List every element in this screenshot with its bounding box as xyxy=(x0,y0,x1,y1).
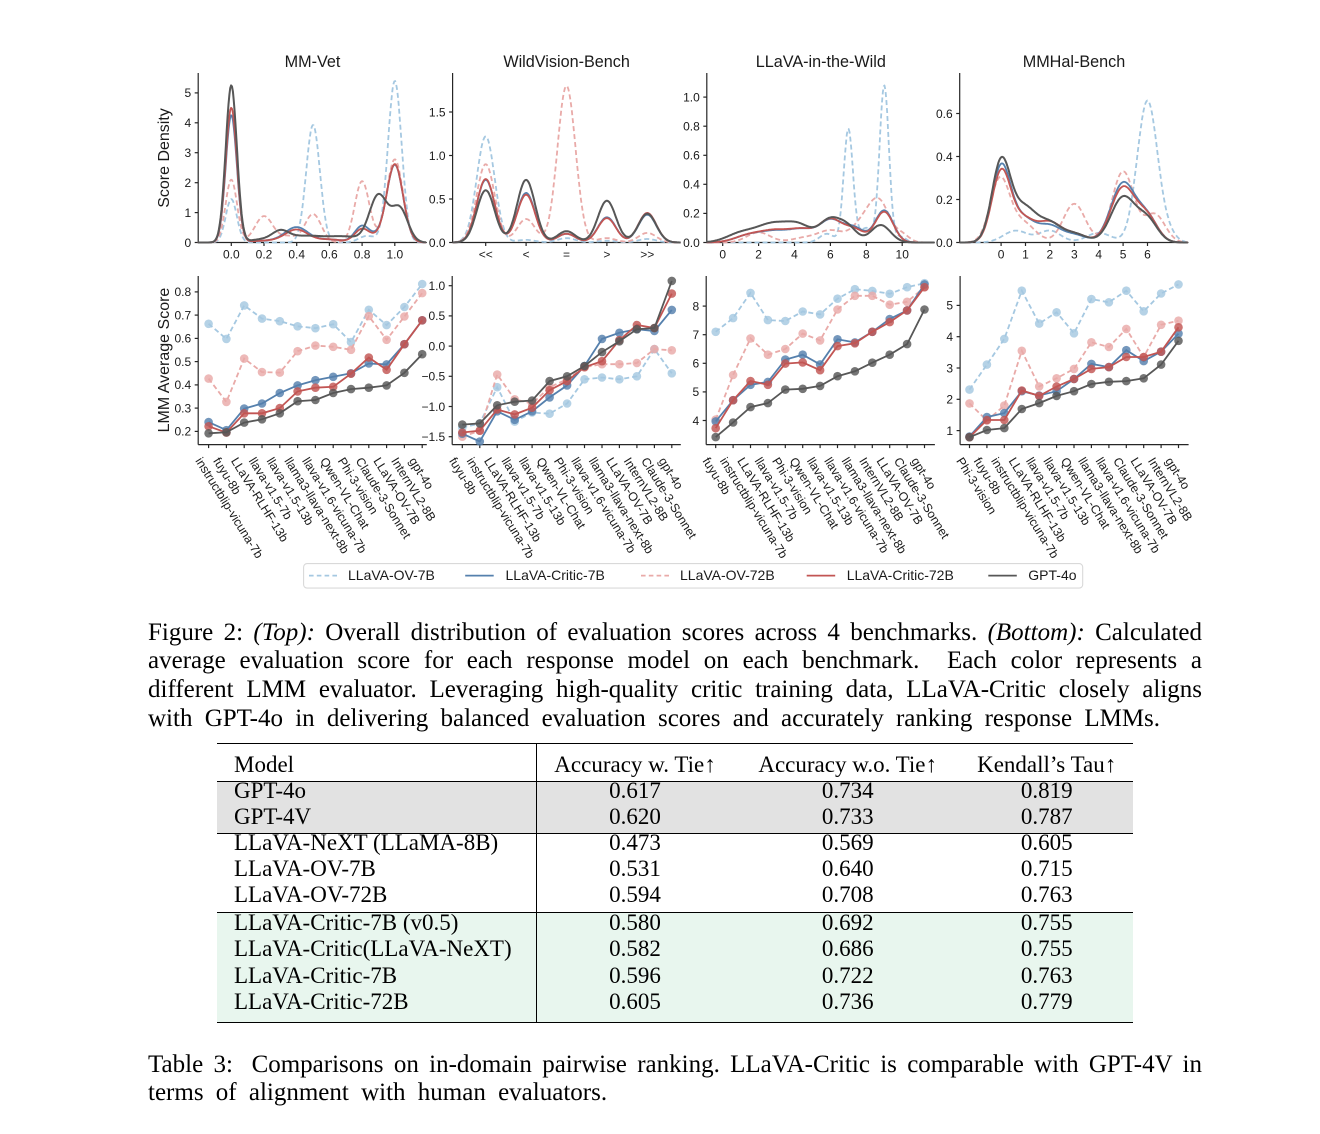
svg-text:8: 8 xyxy=(863,248,870,262)
svg-text:=: = xyxy=(563,248,570,262)
svg-text:5: 5 xyxy=(1120,248,1127,262)
svg-text:0: 0 xyxy=(185,236,192,250)
svg-text:1.5: 1.5 xyxy=(429,105,446,119)
svg-text:0.8: 0.8 xyxy=(354,248,371,262)
svg-text:>>: >> xyxy=(640,248,654,262)
svg-text:0.8: 0.8 xyxy=(683,120,700,134)
svg-text:0.4: 0.4 xyxy=(936,150,953,164)
svg-text:0.0: 0.0 xyxy=(936,236,953,250)
svg-text:1.0: 1.0 xyxy=(429,149,446,163)
svg-text:<: < xyxy=(523,248,530,262)
svg-text:5: 5 xyxy=(185,86,192,100)
svg-text:6: 6 xyxy=(693,357,700,371)
svg-text:−1.5: −1.5 xyxy=(421,430,445,444)
svg-text:0.0: 0.0 xyxy=(223,248,240,262)
svg-text:8: 8 xyxy=(693,299,700,313)
svg-text:1: 1 xyxy=(185,206,192,220)
svg-text:0.4: 0.4 xyxy=(288,248,305,262)
svg-text:0.6: 0.6 xyxy=(175,332,192,346)
svg-text:5: 5 xyxy=(693,385,700,399)
svg-text:LMM Average Score: LMM Average Score xyxy=(156,288,173,433)
svg-text:MMHal-Bench: MMHal-Bench xyxy=(1023,53,1126,71)
svg-text:2: 2 xyxy=(755,248,762,262)
svg-text:LLaVA-Critic-72B: LLaVA-Critic-72B xyxy=(847,567,954,583)
svg-text:0.8: 0.8 xyxy=(175,285,192,299)
svg-text:0.5: 0.5 xyxy=(429,309,446,323)
svg-text:0.5: 0.5 xyxy=(429,192,446,206)
svg-text:4: 4 xyxy=(791,248,798,262)
svg-text:0.2: 0.2 xyxy=(175,425,192,439)
svg-text:10: 10 xyxy=(896,248,910,262)
svg-text:LLaVA-OV-72B: LLaVA-OV-72B xyxy=(680,567,775,583)
svg-text:1: 1 xyxy=(1022,248,1029,262)
svg-text:0.0: 0.0 xyxy=(429,236,446,250)
svg-text:0: 0 xyxy=(719,248,726,262)
svg-text:2: 2 xyxy=(946,393,953,407)
svg-text:2: 2 xyxy=(1047,248,1054,262)
svg-text:7: 7 xyxy=(693,328,700,342)
svg-text:>: > xyxy=(603,248,610,262)
svg-text:1.0: 1.0 xyxy=(429,279,446,293)
svg-text:6: 6 xyxy=(1144,248,1151,262)
svg-text:3: 3 xyxy=(1071,248,1078,262)
svg-text:4: 4 xyxy=(693,414,700,428)
svg-text:−1.0: −1.0 xyxy=(421,400,445,414)
svg-text:4: 4 xyxy=(946,330,953,344)
svg-text:LLaVA-in-the-Wild: LLaVA-in-the-Wild xyxy=(756,53,886,71)
svg-text:0.0: 0.0 xyxy=(429,339,446,353)
svg-text:3: 3 xyxy=(946,361,953,375)
svg-text:4: 4 xyxy=(1095,248,1102,262)
svg-text:3: 3 xyxy=(185,146,192,160)
svg-text:0.2: 0.2 xyxy=(683,207,700,221)
svg-text:LLaVA-OV-7B: LLaVA-OV-7B xyxy=(348,567,435,583)
svg-text:6: 6 xyxy=(827,248,834,262)
svg-text:1.0: 1.0 xyxy=(683,90,700,104)
svg-text:Score Density: Score Density xyxy=(156,108,173,208)
svg-text:1.0: 1.0 xyxy=(386,248,403,262)
svg-text:5: 5 xyxy=(946,299,953,313)
svg-text:<<: << xyxy=(479,248,493,262)
svg-text:0.4: 0.4 xyxy=(175,378,192,392)
svg-text:0.6: 0.6 xyxy=(321,248,338,262)
svg-text:2: 2 xyxy=(185,176,192,190)
svg-text:WildVision-Bench: WildVision-Bench xyxy=(503,53,630,71)
svg-text:0.4: 0.4 xyxy=(683,178,700,192)
svg-text:GPT-4o: GPT-4o xyxy=(1028,567,1076,583)
svg-text:4: 4 xyxy=(185,116,192,130)
svg-text:1: 1 xyxy=(946,424,953,438)
svg-text:−0.5: −0.5 xyxy=(421,370,445,384)
svg-text:0.7: 0.7 xyxy=(175,308,192,322)
svg-text:0: 0 xyxy=(998,248,1005,262)
svg-text:0.6: 0.6 xyxy=(936,107,953,121)
svg-text:0.0: 0.0 xyxy=(683,236,700,250)
svg-text:0.6: 0.6 xyxy=(683,149,700,163)
svg-text:0.5: 0.5 xyxy=(175,355,192,369)
svg-text:LLaVA-Critic-7B: LLaVA-Critic-7B xyxy=(506,567,605,583)
svg-text:0.2: 0.2 xyxy=(936,193,953,207)
svg-text:MM-Vet: MM-Vet xyxy=(285,53,341,71)
svg-text:0.3: 0.3 xyxy=(175,401,192,415)
svg-text:0.2: 0.2 xyxy=(256,248,273,262)
